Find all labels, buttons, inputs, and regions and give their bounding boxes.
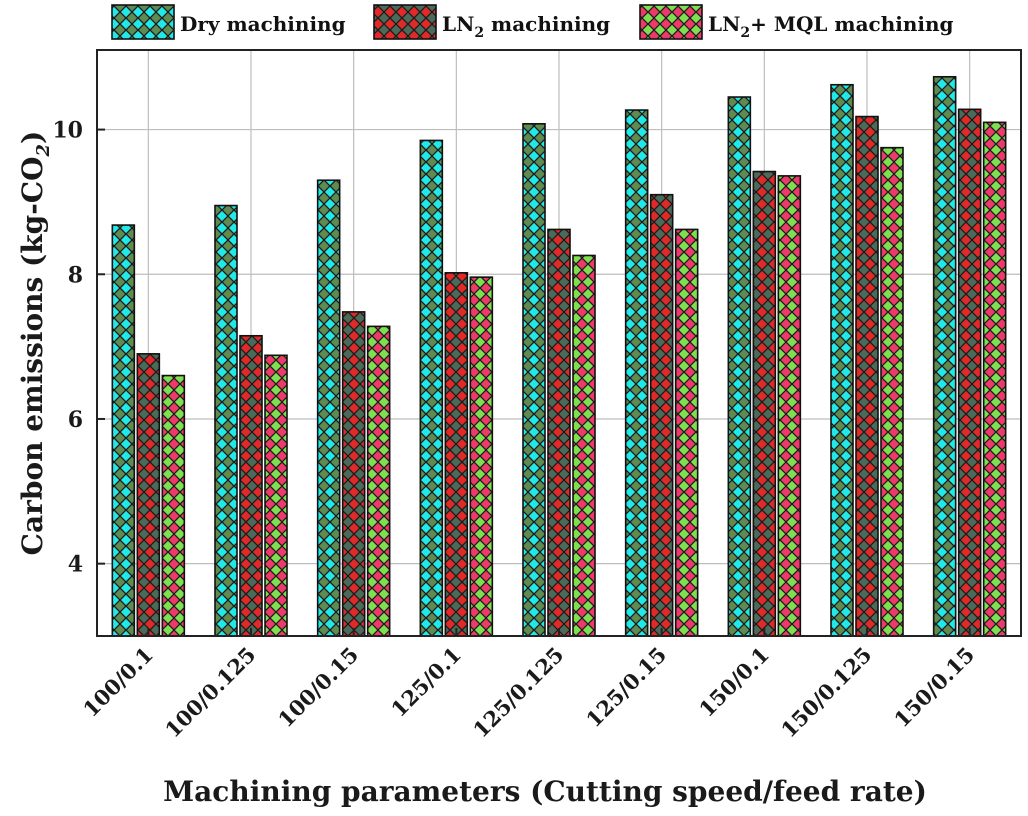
x-tick-label: 100/0.15 <box>273 642 363 732</box>
bar-ln2-mql-150/0.1 <box>777 175 802 637</box>
y-tick-label: 4 <box>68 552 83 578</box>
bar-ln2-mql-150/0.15 <box>982 121 1007 637</box>
y-axis-title: Carbon emissions (kg-CO2) <box>16 131 54 556</box>
bar-ln2-125/0.125 <box>547 228 571 637</box>
x-tick-label: 125/0.125 <box>468 642 569 743</box>
legend-swatch-ln2 <box>373 4 437 40</box>
y-axis-ticks: 4 6 8 10 <box>52 118 105 578</box>
legend: Dry machining LN2 machining LN2+ MQL mac… <box>111 4 954 41</box>
legend-label-ln2-mql: LN2+ MQL machining <box>708 12 954 41</box>
legend-swatch-dry <box>111 4 175 40</box>
y-tick-label: 8 <box>68 262 83 288</box>
bar-ln2-150/0.15 <box>957 108 982 637</box>
bar-dry-125/0.1 <box>419 139 444 637</box>
legend-label-ln2: LN2 machining <box>442 12 610 41</box>
bar-dry-150/0.1 <box>727 96 752 637</box>
legend-item-dry: Dry machining <box>111 4 346 40</box>
bar-ln2-125/0.1 <box>444 272 469 637</box>
legend-item-ln2-mql: LN2+ MQL machining <box>639 4 954 41</box>
x-tick-label: 150/0.1 <box>694 642 774 722</box>
bar-ln2-100/0.1 <box>136 353 161 637</box>
bar-dry-100/0.125 <box>214 204 238 637</box>
legend-swatch-ln2-mql <box>639 4 703 40</box>
bar-ln2-100/0.125 <box>239 334 263 637</box>
x-axis-ticks: 100/0.1 100/0.125 100/0.15 125/0.1 125/0.125… <box>78 628 979 742</box>
x-tick-label: 100/0.125 <box>160 642 261 743</box>
bar-marks <box>111 75 1007 637</box>
bar-ln2-mql-100/0.125 <box>264 354 288 637</box>
bar-ln2-mql-150/0.125 <box>880 146 904 637</box>
x-tick-label: 125/0.15 <box>581 642 671 732</box>
bar-ln2-150/0.125 <box>855 115 879 637</box>
bar-ln2-150/0.1 <box>752 170 777 637</box>
bar-dry-100/0.15 <box>316 179 341 637</box>
bar-ln2-mql-125/0.1 <box>469 276 494 637</box>
bar-ln2-mql-100/0.15 <box>366 325 391 637</box>
x-tick-label: 100/0.1 <box>78 642 158 722</box>
bar-dry-100/0.1 <box>111 224 136 637</box>
x-tick-label: 150/0.15 <box>889 642 979 732</box>
bar-ln2-100/0.15 <box>341 311 366 637</box>
legend-item-ln2: LN2 machining <box>373 4 610 41</box>
bar-ln2-125/0.15 <box>649 193 674 637</box>
legend-label-dry: Dry machining <box>180 12 346 36</box>
bar-ln2-mql-125/0.15 <box>674 228 699 637</box>
bar-ln2-mql-100/0.1 <box>161 374 186 637</box>
bar-dry-125/0.15 <box>624 109 649 637</box>
bar-dry-150/0.15 <box>932 75 957 637</box>
x-tick-label: 150/0.125 <box>776 642 877 743</box>
y-tick-label: 10 <box>52 118 83 144</box>
bar-ln2-mql-125/0.125 <box>572 254 596 637</box>
bar-dry-125/0.125 <box>522 122 546 637</box>
x-axis-title: Machining parameters (Cutting speed/feed… <box>163 775 927 808</box>
x-tick-label: 125/0.1 <box>386 642 466 722</box>
bar-dry-150/0.125 <box>830 83 854 637</box>
y-tick-label: 6 <box>68 407 83 433</box>
